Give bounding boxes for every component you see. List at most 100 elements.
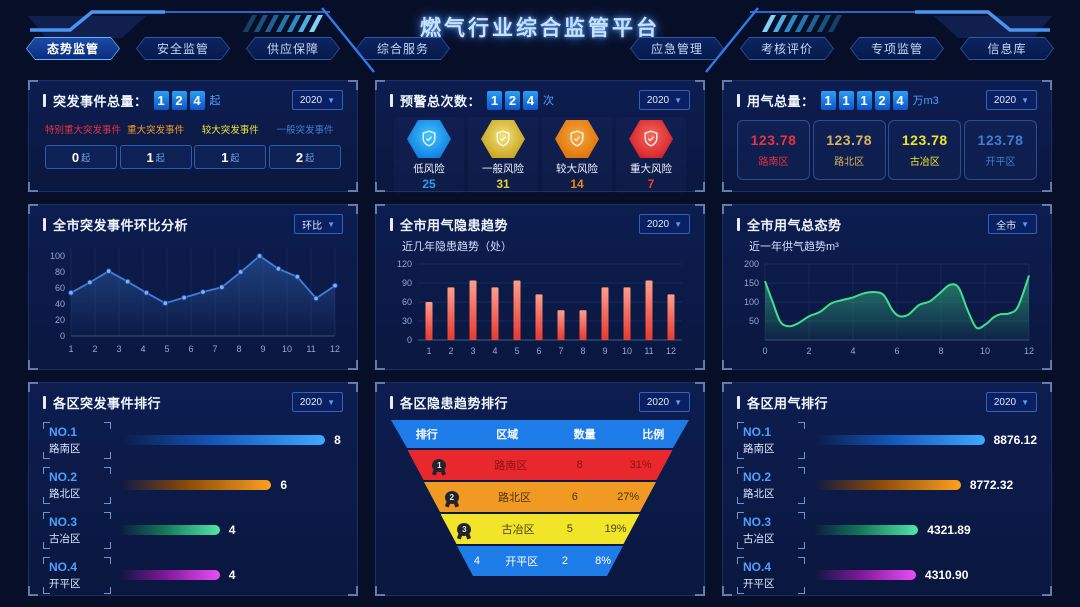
stat-value: 2 (295, 149, 304, 165)
scope-value: 全市 (996, 220, 1017, 232)
svg-text:12: 12 (1024, 346, 1034, 356)
panel-hazard-trend: 全市用气隐患趋势 2020 ▼ 近几年隐患趋势（处） 0 30 60 90 120 1 2 3… (375, 204, 705, 370)
chevron-down-icon: ▼ (327, 397, 335, 407)
nav-button-供应保障[interactable]: 供应保障 (246, 37, 340, 60)
stat-label: 较大突发事件 (201, 125, 259, 136)
svg-text:50: 50 (749, 316, 759, 326)
year-dropdown[interactable]: 2020 ▼ (985, 90, 1037, 110)
rank-bar (813, 435, 985, 445)
rank-value: 4321.89 (927, 523, 971, 537)
hexagon-shield-icon (555, 120, 599, 158)
funnel-row: 2 路北区 6 27% (424, 482, 656, 512)
svg-text:0: 0 (60, 331, 65, 341)
compare-dropdown[interactable]: 环比 ▼ (294, 214, 343, 234)
svg-text:9: 9 (602, 346, 607, 356)
nav-button-信息库[interactable]: 信息库 (960, 37, 1054, 60)
nav-button-label: 信息库 (961, 38, 1053, 59)
svg-text:20: 20 (55, 315, 65, 325)
panel-gas-trend: 全市用气总态势 全市 ▼ 近一年供气趋势m³ 50 100 150 200 0 2 4 6 8 1… (722, 204, 1052, 370)
chevron-down-icon: ▼ (674, 95, 682, 105)
year-dropdown[interactable]: 2020 ▼ (291, 90, 343, 110)
digit-chip: 2 (874, 90, 890, 110)
hazard-trend-bar-chart: 0 30 60 90 120 1 2 3 4 5 6 7 8 9 10 11 12 (390, 256, 690, 360)
year-dropdown[interactable]: 2020 ▼ (638, 90, 690, 110)
rank-bar-track: 4321.89 (813, 523, 1037, 537)
nav-button-综合服务[interactable]: 综合服务 (356, 37, 450, 60)
stat-label: 特别重大突发事件 (45, 125, 122, 136)
year-dropdown[interactable]: 2020 ▼ (291, 392, 343, 412)
shield-check-icon (496, 130, 510, 147)
svg-text:5: 5 (164, 344, 169, 354)
funnel-header-row: 排行 区域 数量 比例 (391, 420, 689, 448)
svg-text:1: 1 (68, 344, 73, 354)
digit-chip: 4 (892, 90, 908, 110)
rank-number: NO.4 (49, 559, 78, 574)
nav-button-安全监管[interactable]: 安全监管 (136, 37, 230, 60)
risk-badge: 重大风险 7 (616, 117, 686, 193)
year-dropdown[interactable]: 2020 ▼ (985, 392, 1037, 412)
rank-row: NO.4 开平区 4 (43, 559, 343, 591)
scope-dropdown[interactable]: 全市 ▼ (988, 214, 1037, 234)
year-value: 2020 (299, 396, 323, 408)
rank-region: 路南区 (743, 442, 775, 455)
gas-region-card: 123.78 路南区 (737, 120, 810, 180)
title-accent-bar (390, 93, 393, 107)
year-dropdown[interactable]: 2020 ▼ (638, 214, 690, 234)
svg-text:1: 1 (426, 346, 431, 356)
gas-region-label: 路北区 (834, 157, 865, 168)
nav-button-应急管理[interactable]: 应急管理 (630, 37, 724, 60)
funnel-rank-cell: 2 (424, 491, 480, 504)
funnel-count-cell: 5 (566, 523, 573, 535)
panel-title: 用气总量： (747, 93, 815, 109)
title-accent-bar (43, 93, 46, 107)
panel-title: 各区突发事件排行 (53, 395, 162, 411)
rank-bar-track: 4 (119, 523, 343, 537)
digit-chip: 2 (171, 90, 187, 110)
svg-text:9: 9 (260, 344, 265, 354)
chevron-down-icon: ▼ (674, 397, 682, 407)
svg-text:6: 6 (536, 346, 541, 356)
year-value: 2020 (299, 94, 323, 106)
rank-bar-track: 6 (119, 478, 343, 492)
rank-bar (119, 570, 220, 580)
chevron-down-icon: ▼ (674, 219, 682, 229)
rank-region: 路北区 (743, 487, 775, 500)
rank-number: NO.1 (49, 424, 78, 439)
medal-icon: 3 (457, 523, 471, 536)
rank-row: NO.3 古冶区 4 (43, 514, 343, 546)
stat-value: 1 (146, 149, 154, 165)
rank-region: 开平区 (49, 577, 81, 590)
funnel-region-cell: 路南区 (494, 460, 528, 472)
digit-chip: 1 (820, 90, 836, 110)
nav-button-考核评价[interactable]: 考核评价 (740, 37, 834, 60)
rank-bar (813, 525, 919, 535)
title-accent-bar (43, 217, 46, 231)
funnel-count-cell: 8 (576, 459, 583, 471)
panel-incident-trend: 全市突发事件环比分析 环比 ▼ 1 2 3 4 5 6 7 8 9 10 11 12 0 20 40 60 80… (28, 204, 358, 370)
rank-bar-track: 8876.12 (813, 433, 1037, 447)
nav-button-label: 应急管理 (631, 38, 723, 59)
rank-bar-track: 8772.32 (813, 478, 1037, 492)
digit-chip: 4 (523, 90, 539, 110)
funnel-count-cell: 2 (561, 555, 568, 567)
year-dropdown[interactable]: 2020 ▼ (638, 392, 690, 412)
panel-header: 全市突发事件环比分析 环比 ▼ (43, 214, 343, 234)
funnel-pct-cell: 27% (617, 491, 640, 503)
svg-text:11: 11 (306, 344, 315, 354)
medal-icon: 1 (432, 459, 446, 472)
nav-button-态势监管[interactable]: 态势监管 (26, 37, 120, 60)
incident-stat-item: 较大突发事件 1 起 (194, 122, 267, 169)
nav-button-专项监管[interactable]: 专项监管 (850, 37, 944, 60)
title-accent-bar (737, 395, 740, 409)
gas-region-card: 123.78 古冶区 (888, 120, 962, 180)
title-accent-bar (737, 93, 740, 107)
panel-header: 各区用气排行 2020 ▼ (737, 392, 1037, 412)
stat-unit: 起 (81, 152, 91, 163)
funnel-row: 4 开平区 2 8% (457, 546, 623, 576)
stat-label: 一般突发事件 (276, 125, 334, 136)
risk-count: 31 (496, 177, 510, 191)
gas-region-label: 开平区 (985, 157, 1016, 168)
svg-text:2: 2 (806, 346, 811, 356)
